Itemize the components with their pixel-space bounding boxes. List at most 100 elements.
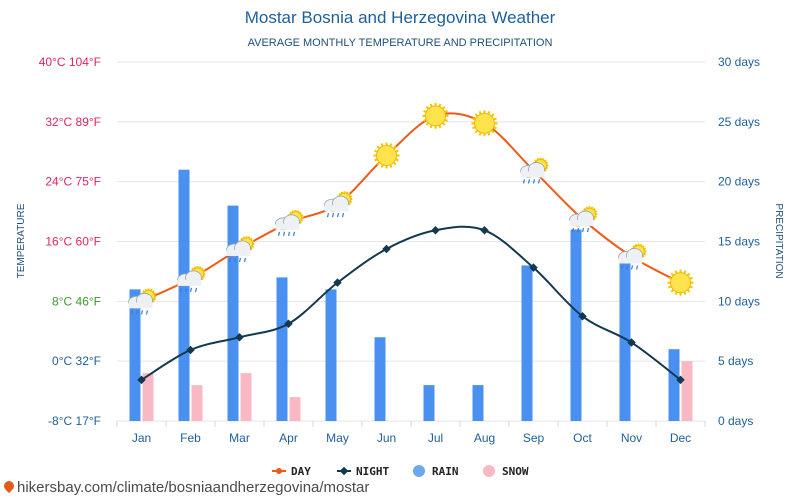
sun-icon: [422, 102, 449, 129]
legend-item-night[interactable]: NIGHT: [337, 465, 389, 478]
right-axis-ticks: 30 days 25 days 20 days 15 days 10 days 5 day…: [718, 55, 760, 428]
sun-icon: [471, 110, 498, 137]
raindrop: [537, 179, 541, 184]
rain-bar: [668, 349, 680, 421]
raindrop: [238, 257, 242, 263]
cloud-base: [177, 279, 202, 286]
raindrop: [287, 231, 291, 236]
left-tick-label: 24°C 75°F: [45, 175, 101, 189]
chart-subtitle: AVERAGE MONTHLY TEMPERATURE AND PRECIPIT…: [248, 37, 553, 49]
raindrop: [184, 287, 188, 293]
source-footer[interactable]: hikersbay.com/climate/bosniaandherzegovi…: [1, 478, 370, 496]
legend-item-snow[interactable]: SNOW: [483, 465, 529, 478]
snow-bar: [681, 361, 693, 421]
left-axis-ticks: 40°C 104°F 32°C 89°F 24°C 75°F 16°C 60°F 8°C…: [39, 55, 101, 428]
night-point: [186, 345, 195, 355]
cloud-base: [128, 302, 153, 309]
raindrop: [179, 287, 183, 293]
night-point: [480, 226, 489, 235]
raindrop: [635, 265, 639, 270]
cloud-rain-sun-icon: [520, 157, 549, 184]
raindrop: [189, 287, 193, 293]
snow-bar: [191, 385, 203, 421]
cloud-base: [275, 223, 300, 230]
legend-label: RAIN: [432, 465, 459, 478]
raindrop: [326, 212, 330, 218]
raindrop: [194, 287, 198, 293]
rain-bar: [570, 229, 582, 421]
cloud-rain-sun-icon: [324, 191, 353, 218]
rain-bar: [276, 277, 288, 421]
raindrop: [233, 257, 237, 263]
raindrop: [522, 179, 526, 184]
cloud-base: [226, 249, 251, 256]
raindrop: [341, 212, 345, 218]
x-tick-label: Sep: [523, 431, 545, 445]
left-tick-label: -8°C 17°F: [48, 414, 101, 428]
night-point: [235, 332, 244, 342]
right-tick-label: 20 days: [718, 175, 760, 189]
x-tick-label: May: [326, 431, 349, 445]
x-tick-label: Dec: [670, 431, 691, 445]
night-point: [333, 278, 342, 287]
grid-lines: [117, 61, 705, 422]
raindrop: [243, 257, 247, 263]
left-axis-title: TEMPERATURE: [16, 203, 27, 278]
right-tick-label: 10 days: [718, 294, 760, 308]
rain-bar: [227, 205, 239, 421]
rain-bar: [521, 265, 533, 421]
rain-bar: [619, 253, 631, 421]
snow-bar: [240, 373, 252, 421]
cloud-rain-sun-icon: [226, 236, 255, 263]
left-tick-label: 0°C 32°F: [52, 354, 101, 368]
night-point: [627, 338, 636, 347]
x-axis-ticks: Jan Feb Mar Apr May Jun Jul Aug Sep Oct Nov Dec: [116, 421, 706, 445]
night-line: [140, 225, 682, 381]
cloud-rain-sun-icon: [128, 288, 157, 315]
night-point: [676, 375, 685, 385]
night-point: [578, 312, 587, 321]
raindrop: [581, 227, 585, 233]
x-tick-label: Oct: [573, 431, 592, 445]
x-tick-label: Feb: [180, 431, 201, 445]
legend[interactable]: DAY NIGHT RAIN SNOW: [272, 465, 529, 478]
legend-label: NIGHT: [356, 465, 389, 478]
sun-disc: [474, 112, 495, 134]
legend-marker: [339, 466, 349, 476]
right-tick-label: 0 days: [718, 414, 753, 428]
sun-icon: [667, 269, 694, 296]
sun-disc: [425, 105, 446, 127]
legend-item-rain[interactable]: RAIN: [413, 465, 459, 478]
raindrop: [228, 257, 232, 263]
x-tick-label: Nov: [621, 431, 642, 445]
precipitation-bars: [129, 169, 693, 421]
legend-label: SNOW: [502, 465, 529, 478]
raindrop: [145, 310, 149, 315]
x-tick-label: Aug: [474, 431, 495, 445]
raindrop: [620, 265, 624, 270]
night-point: [382, 244, 391, 254]
right-tick-label: 30 days: [718, 55, 760, 69]
raindrop: [586, 227, 590, 233]
raindrop: [282, 231, 286, 236]
left-tick-label: 16°C 60°F: [45, 235, 101, 249]
snow-bar: [142, 373, 154, 421]
cloud-base: [520, 171, 545, 178]
chart-title: Mostar Bosnia and Herzegovina Weather: [245, 8, 556, 27]
x-tick-label: Jan: [132, 431, 151, 445]
legend-item-day[interactable]: DAY: [272, 465, 311, 478]
cloud-rain-sun-icon: [177, 266, 206, 293]
raindrop: [625, 265, 629, 270]
rain-bar: [472, 385, 484, 421]
rain-bar: [423, 385, 435, 421]
night-point: [284, 319, 293, 329]
left-tick-label: 8°C 46°F: [52, 294, 101, 308]
source-link[interactable]: hikersbay.com/climate/bosniaandherzegovi…: [17, 479, 370, 496]
raindrop: [130, 310, 134, 315]
rain-bar: [129, 289, 141, 421]
rain-bar: [325, 289, 337, 421]
cloud-base: [569, 220, 594, 227]
rain-bar: [374, 337, 386, 421]
right-tick-label: 25 days: [718, 115, 760, 129]
